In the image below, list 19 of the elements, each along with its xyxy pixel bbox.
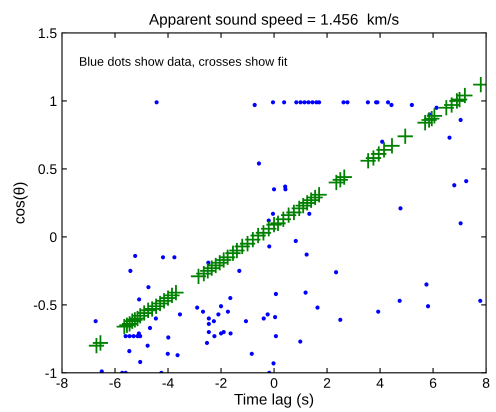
x-tick-label: -2 [215,378,227,388]
y-tick-label: 0 [50,232,57,242]
y-tick-label: 1.5 [38,28,57,38]
x-tick-label: 2 [324,378,330,388]
y-tick-label: 1 [50,96,56,106]
x-tick-label: 0 [270,378,278,388]
x-axis-title: Time lag (s) [234,393,314,408]
x-tick-label: 4 [376,378,384,388]
x-tick-label: -8 [56,378,68,388]
y-tick-label: 0.5 [38,164,57,174]
y-tick-label: -0.5 [34,300,57,310]
y-tick-label: -1 [45,368,56,378]
x-tick-label: 6 [430,378,436,388]
x-tick-label: 8 [482,378,490,388]
annotation: Blue dots show data, crosses show fit [80,56,288,68]
x-tick-label: -4 [162,378,174,388]
y-axis-title: cos(θ) [13,182,28,224]
x-tick-label: -6 [109,378,121,388]
chart-title: Apparent sound speed = 1.456 km/s [149,14,399,28]
